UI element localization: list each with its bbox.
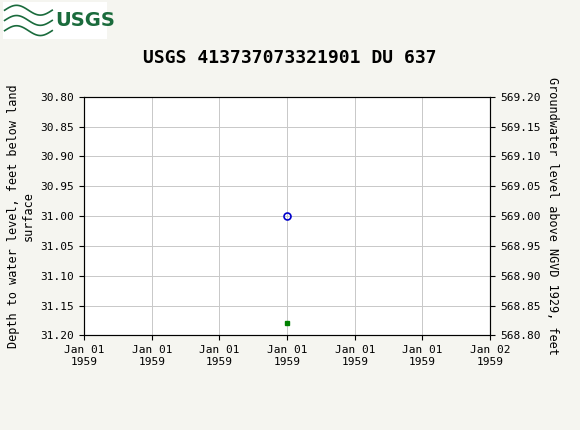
Y-axis label: Groundwater level above NGVD 1929, feet: Groundwater level above NGVD 1929, feet xyxy=(546,77,559,355)
FancyBboxPatch shape xyxy=(3,2,107,39)
Text: USGS: USGS xyxy=(55,11,115,30)
Text: USGS 413737073321901 DU 637: USGS 413737073321901 DU 637 xyxy=(143,49,437,68)
Y-axis label: Depth to water level, feet below land
surface: Depth to water level, feet below land su… xyxy=(7,84,35,348)
